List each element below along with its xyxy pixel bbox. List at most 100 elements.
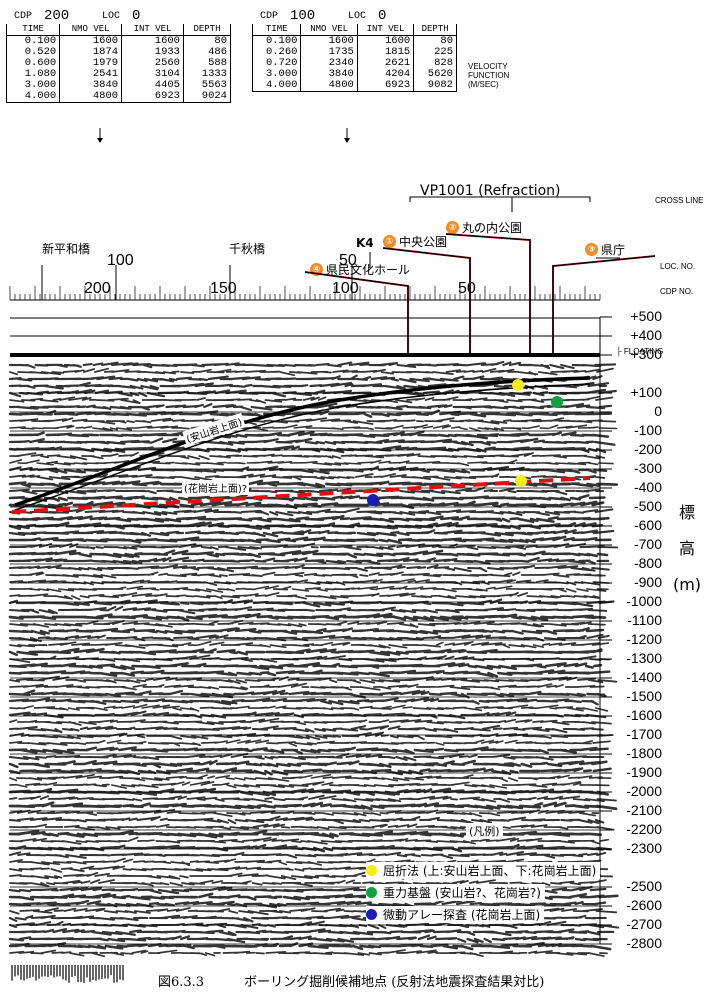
cell: 2621 xyxy=(356,58,414,69)
cell: 4800 xyxy=(300,80,358,92)
elevation-tick-label: -1600 xyxy=(626,707,662,723)
cell: 80 xyxy=(413,35,457,47)
bridge-senshu: 千秋橋 xyxy=(229,242,266,256)
cell: 0.260 xyxy=(265,46,298,58)
elevation-tick-label: -200 xyxy=(633,441,662,457)
legend-text: 重力基盤 (安山岩?、花崗岩?) xyxy=(383,886,541,900)
table-arrows xyxy=(97,128,350,143)
cell: 1874 xyxy=(59,47,122,58)
vf-line: VELOCITY xyxy=(468,62,508,71)
cell: 4204 xyxy=(356,69,414,80)
loc-label: LOC xyxy=(348,10,367,22)
elevation-tick-label: -500 xyxy=(633,498,662,514)
cell: 486 xyxy=(182,47,231,58)
cross-line-label: CROSS LINE xyxy=(655,196,704,205)
cell: 80 xyxy=(182,35,231,47)
granite-horizon xyxy=(11,476,591,514)
cell: 1600 xyxy=(121,35,184,47)
velocity-table-body: TIME NMO VEL INT VEL DEPTH 0.100 1600 1600… xyxy=(6,24,231,103)
cell: 1333 xyxy=(182,69,231,80)
table-row: 0.100 1600 1600 80 xyxy=(7,35,231,47)
col-nmo: NMO VEL xyxy=(300,24,358,36)
location-3: ③ 県庁 xyxy=(585,241,625,258)
floating-label: ├ FLOATING xyxy=(616,347,664,356)
legend-text: 微動アレー探査 (花崗岩上面) xyxy=(383,908,541,922)
cell: 828 xyxy=(413,58,457,69)
elevation-tick-label: -2000 xyxy=(626,783,662,799)
elevation-tick-label: -2800 xyxy=(626,935,662,951)
elevation-tick-label: -1500 xyxy=(626,688,662,704)
marker-line-1 xyxy=(382,247,471,355)
figure-number: 図6.3.3 xyxy=(158,975,205,990)
elevation-tick-label: -100 xyxy=(633,422,662,438)
granite-label: (花崗岩上面)? xyxy=(182,480,250,495)
elevation-tick-label: -1000 xyxy=(626,593,662,609)
velocity-table-cdp200: CDP 200 LOC 0 TIME NMO VEL INT VEL DEPTH… xyxy=(6,8,231,103)
refraction-point-upper xyxy=(512,379,524,391)
cell: 4.000 xyxy=(265,79,298,91)
velocity-table-body: TIME NMO VEL INT VEL DEPTH 0.100 1600 1600… xyxy=(252,24,457,92)
microtremor-point xyxy=(367,494,379,506)
legend-item-gravity: 重力基盤 (安山岩?、花崗岩?) xyxy=(366,884,545,901)
elevation-tick-label: -2500 xyxy=(626,878,662,894)
cdp-tick-200: 200 xyxy=(84,280,111,297)
velocity-table-cdp100: CDP 100 LOC 0 TIME NMO VEL INT VEL DEPTH… xyxy=(252,8,457,92)
cell: 0.600 xyxy=(24,57,57,69)
elevation-tick-label: -400 xyxy=(633,479,662,495)
elevation-tick-label: -2600 xyxy=(626,897,662,913)
elevation-tick-label: -700 xyxy=(633,536,662,552)
cell: 4405 xyxy=(121,80,184,91)
cell: 6923 xyxy=(121,91,184,103)
table-header: CDP 100 LOC 0 xyxy=(252,8,457,24)
cdp-value: 100 xyxy=(290,7,316,24)
elevation-axis xyxy=(599,316,612,945)
vf-line: (M/SEC) xyxy=(468,80,499,89)
cell: 1979 xyxy=(59,58,122,69)
elevation-tick-label: -1100 xyxy=(627,612,662,628)
elevation-tick-label: -1200 xyxy=(626,631,662,647)
location-name: 県庁 xyxy=(601,243,626,257)
location-name: 中央公園 xyxy=(399,235,448,249)
cdp-ruler xyxy=(9,265,601,300)
elevation-tick-label: -600 xyxy=(633,517,662,533)
axis-title: 標 高 (m) xyxy=(672,495,702,603)
loc-tick-50: 50 xyxy=(339,252,357,269)
axis-title-char: 高 xyxy=(678,539,695,558)
elevation-tick-label: -1900 xyxy=(626,764,662,780)
loc-no-label: LOC. NO. xyxy=(660,262,696,271)
legend-dot-blue xyxy=(366,909,377,920)
elevation-tick-label: +500 xyxy=(630,308,662,324)
cell: 0.520 xyxy=(24,46,57,58)
table-row: 3.000 3840 4405 5563 xyxy=(7,80,231,91)
cell: 9082 xyxy=(413,80,457,92)
elevation-tick-label: -1800 xyxy=(626,745,662,761)
floating-text: FLOATING xyxy=(623,347,664,356)
refraction-point-lower xyxy=(515,475,527,487)
loc-value: 0 xyxy=(132,7,141,24)
legend-dot-green xyxy=(366,887,377,898)
elevation-tick-label: -300 xyxy=(633,460,662,476)
figure-title: ボーリング掘削候補地点 (反射法地震探査結果対比) xyxy=(244,975,545,990)
table-row: 3.000 3840 4204 5620 xyxy=(253,69,457,80)
axis-title-char: (m) xyxy=(672,575,702,594)
elevation-tick-label: +100 xyxy=(630,384,662,400)
loc-tick-100: 100 xyxy=(107,252,134,269)
col-depth: DEPTH xyxy=(413,24,457,36)
cell: 3.000 xyxy=(24,79,57,91)
cell: 2541 xyxy=(59,69,122,80)
cell: 1933 xyxy=(121,47,184,58)
col-nmo: NMO VEL xyxy=(59,24,122,36)
cell: 5563 xyxy=(182,80,231,91)
cell: 1735 xyxy=(300,47,358,58)
cell: 4.000 xyxy=(24,90,57,102)
elevation-tick-label: -2700 xyxy=(626,916,662,932)
cell: 0.100 xyxy=(24,35,57,47)
cell: 3104 xyxy=(121,69,184,80)
legend-item-microtremor: 微動アレー探査 (花崗岩上面) xyxy=(366,906,545,923)
table-row: 0.720 2340 2621 828 xyxy=(253,58,457,69)
cell: 1815 xyxy=(356,47,414,58)
cdp-tick-50: 50 xyxy=(458,280,476,297)
cell: 3.000 xyxy=(265,68,298,80)
axis-title-char: 標 xyxy=(678,503,695,522)
